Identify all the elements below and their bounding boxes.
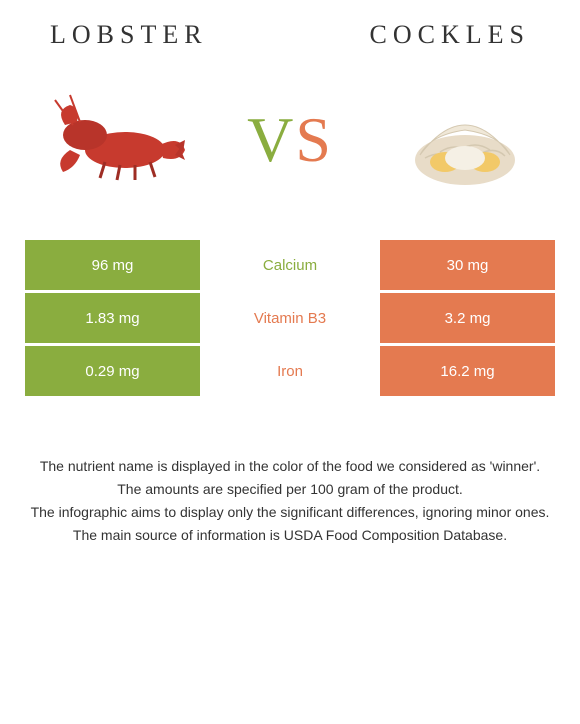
images-row: VS [0, 60, 580, 240]
footer-line: The infographic aims to display only the… [25, 502, 555, 523]
comparison-table: 96 mg Calcium 30 mg 1.83 mg Vitamin B3 3… [25, 240, 555, 396]
table-row: 96 mg Calcium 30 mg [25, 240, 555, 290]
nutrient-cell: Iron [200, 346, 380, 396]
right-value-cell: 30 mg [380, 240, 555, 290]
header: Lobster Cockles [0, 0, 580, 60]
vs-label: VS [247, 103, 333, 177]
nutrient-cell: Calcium [200, 240, 380, 290]
table-row: 0.29 mg Iron 16.2 mg [25, 346, 555, 396]
vs-v: V [247, 104, 295, 175]
footer-text: The nutrient name is displayed in the co… [25, 456, 555, 546]
left-value-cell: 1.83 mg [25, 293, 200, 343]
left-food-title: Lobster [50, 20, 208, 50]
table-row: 1.83 mg Vitamin B3 3.2 mg [25, 293, 555, 343]
footer-line: The amounts are specified per 100 gram o… [25, 479, 555, 500]
right-value-cell: 3.2 mg [380, 293, 555, 343]
lobster-image [30, 70, 200, 210]
left-value-cell: 96 mg [25, 240, 200, 290]
right-value-cell: 16.2 mg [380, 346, 555, 396]
footer-line: The main source of information is USDA F… [25, 525, 555, 546]
vs-s: S [295, 104, 333, 175]
nutrient-cell: Vitamin B3 [200, 293, 380, 343]
right-food-title: Cockles [370, 20, 530, 50]
left-value-cell: 0.29 mg [25, 346, 200, 396]
footer-line: The nutrient name is displayed in the co… [25, 456, 555, 477]
cockles-image [380, 70, 550, 210]
